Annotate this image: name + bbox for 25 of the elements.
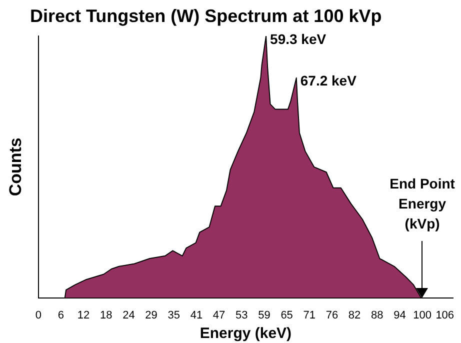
chart-title: Direct Tungsten (W) Spectrum at 100 kVp [30,6,382,27]
x-tick-label: 29 [145,309,158,322]
x-axis-title: Energy (keV) [200,325,292,342]
annotation: 67.2 keV [300,72,358,89]
x-tick-label: 6 [58,309,64,322]
annotation: 59.3 keV [270,30,327,47]
x-tick-label: 71 [303,309,316,322]
x-tick-label: 100 [413,309,432,322]
annotation: End Point Energy (kVp) [390,176,456,232]
x-tick-label: 59 [258,309,270,322]
x-tick-label: 76 [326,309,338,322]
x-tick-label: 0 [35,309,42,322]
x-tick-label: 65 [280,309,293,322]
x-tick-label: 106 [436,309,454,322]
x-tick-label: 53 [236,309,248,322]
x-tick-label: 94 [394,309,406,322]
x-tick-label: 41 [190,309,203,322]
x-tick-label: 88 [371,309,384,322]
x-tick-label: 35 [168,309,180,322]
x-tick-label: 18 [100,309,112,322]
x-tick-label: 82 [348,309,361,322]
x-tick-label: 12 [77,309,90,322]
x-tick-label: 47 [212,309,226,322]
y-axis-title: Counts [6,138,25,196]
x-tick-label: 24 [122,309,135,322]
